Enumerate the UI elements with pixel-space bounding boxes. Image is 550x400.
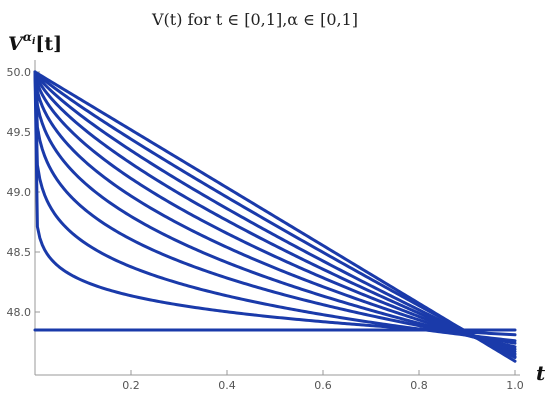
series-line-alpha-0.7 <box>33 70 517 356</box>
series-line-alpha-0.2 <box>33 70 517 343</box>
x-tick-label: 0.6 <box>314 379 332 392</box>
x-tick-label: 0.2 <box>122 379 140 392</box>
series-line-alpha-0.5 <box>33 70 517 351</box>
x-tick-label: 0.8 <box>410 379 428 392</box>
x-axis-label: t <box>536 361 546 385</box>
series-line-alpha-0.9 <box>33 70 517 360</box>
chart-title: V(t) for t ∈ [0,1],α ∈ [0,1] <box>151 10 358 29</box>
series-layer <box>33 70 517 363</box>
x-tick-label: 0.4 <box>218 379 236 392</box>
y-tick-label: 48.5 <box>7 246 32 259</box>
y-tick-label: 49.5 <box>7 126 32 139</box>
y-axis-label: Vαi[t] <box>8 30 62 55</box>
x-tick-label: 1.0 <box>506 379 524 392</box>
series-line-alpha-0.1 <box>33 70 517 337</box>
y-tick-label: 48.0 <box>7 306 32 319</box>
y-tick-label: 49.0 <box>7 186 32 199</box>
series-line-alpha-0.6 <box>33 70 517 354</box>
series-line-alpha-0.8 <box>33 70 517 358</box>
series-line-alpha-0.3 <box>33 70 517 345</box>
tick-layer: 0.2 0.4 0.6 0.8 1.0 48.0 48.5 49.0 49.5 50.0 <box>7 66 524 392</box>
y-tick-label: 50.0 <box>7 66 32 79</box>
